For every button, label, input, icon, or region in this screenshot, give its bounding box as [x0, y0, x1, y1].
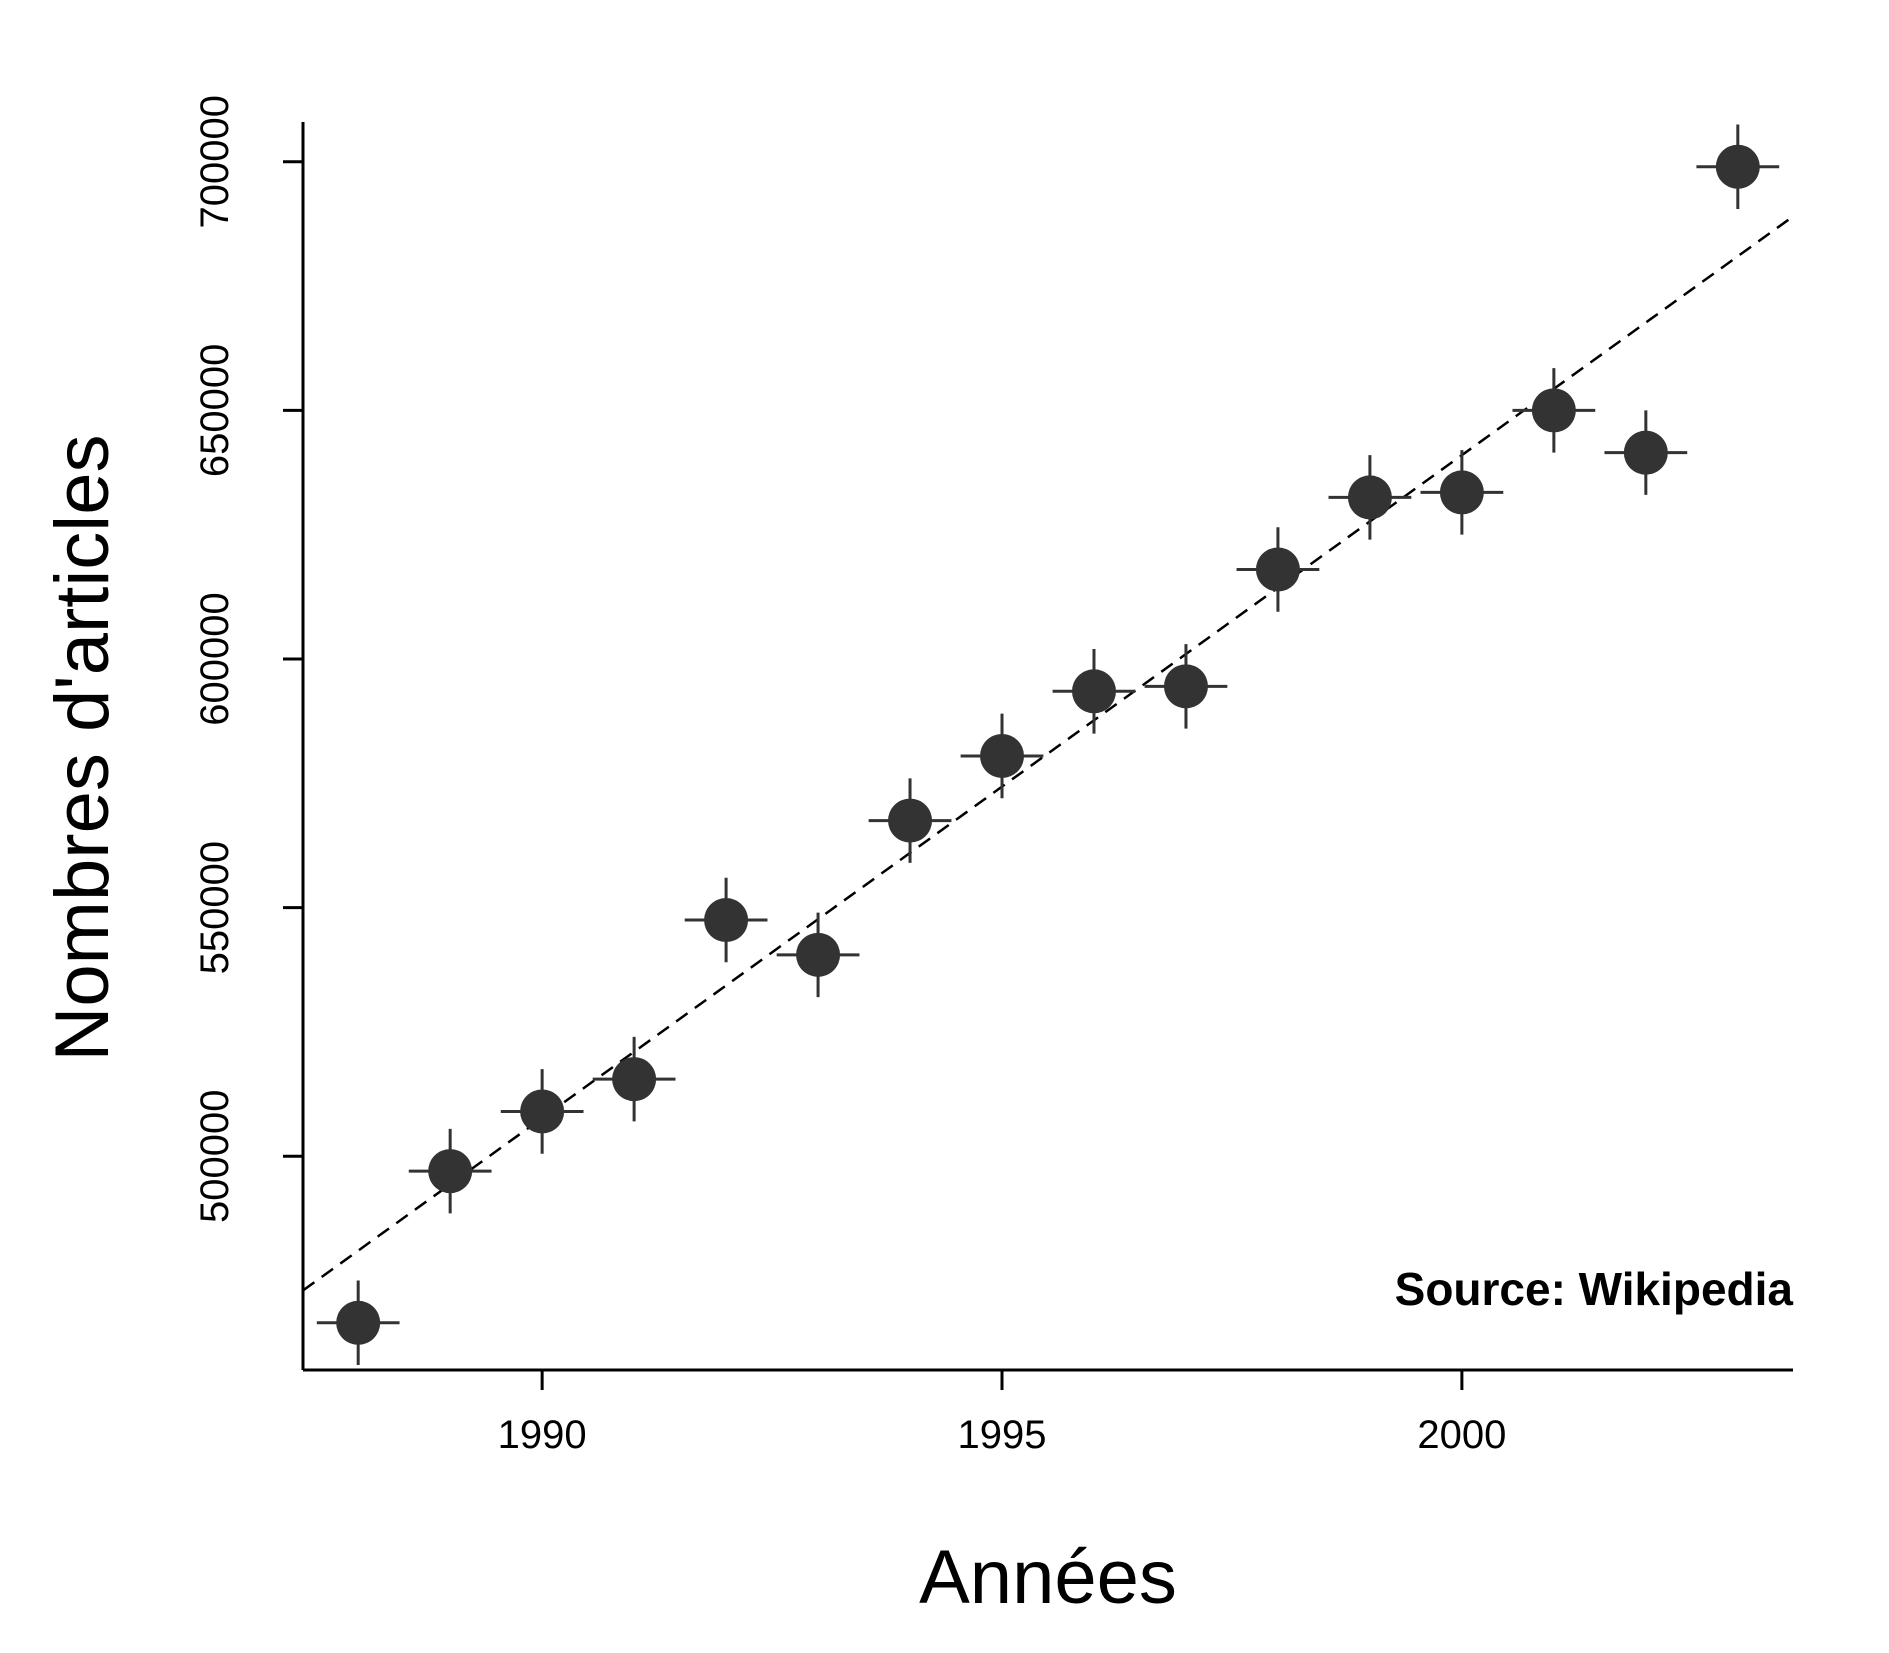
data-point-group — [1052, 649, 1136, 734]
data-point-group — [1420, 450, 1504, 535]
trend-line — [302, 215, 1794, 1292]
x-tick-label: 1990 — [498, 1413, 587, 1457]
data-point-group — [1328, 455, 1412, 540]
source-annotation: Source: Wikipedia — [1395, 1263, 1794, 1315]
data-point — [1439, 470, 1484, 515]
data-point — [1347, 475, 1392, 520]
data-point — [1531, 388, 1576, 433]
data-point-group — [1604, 410, 1688, 495]
data-point — [704, 898, 749, 943]
y-tick-label: 650000 — [193, 344, 237, 477]
x-tick-label: 1995 — [958, 1413, 1047, 1457]
data-point — [888, 798, 933, 843]
y-tick-label: 500000 — [193, 1089, 237, 1222]
data-point — [980, 733, 1025, 778]
data-point — [1255, 547, 1300, 592]
y-tick-label: 600000 — [193, 592, 237, 725]
data-point-group — [316, 1280, 400, 1366]
data-point — [1715, 144, 1760, 189]
data-point-group — [776, 912, 860, 998]
data-point — [428, 1149, 473, 1194]
data-point-group — [1144, 644, 1228, 729]
data-point-group — [500, 1069, 584, 1154]
data-point — [612, 1057, 657, 1102]
y-tick-label: 700000 — [193, 95, 237, 228]
y-tick-label: 550000 — [193, 841, 237, 974]
data-point-group — [408, 1128, 492, 1214]
x-axis-title: Années — [919, 1535, 1177, 1620]
x-tick-label: 2000 — [1417, 1413, 1506, 1457]
axes: 1990 1995 2000 500000 550000 600000 650000 7000… — [193, 95, 1793, 1457]
data-point-group — [960, 713, 1044, 799]
data-point-group — [1696, 124, 1780, 210]
data-point-group — [868, 778, 952, 863]
data-point-group — [1512, 368, 1596, 453]
data-point — [336, 1300, 381, 1345]
data-point-group — [684, 877, 768, 963]
data-point — [1623, 430, 1668, 475]
data-point-group — [1236, 527, 1320, 612]
data-points — [316, 124, 1780, 1366]
y-axis-title: Nombres d'articles — [40, 435, 125, 1062]
trend-line-group — [302, 215, 1794, 1292]
data-point-group — [592, 1036, 676, 1122]
data-point — [520, 1089, 565, 1134]
data-point — [1163, 664, 1208, 709]
data-point — [796, 932, 841, 977]
data-point — [1071, 669, 1116, 714]
